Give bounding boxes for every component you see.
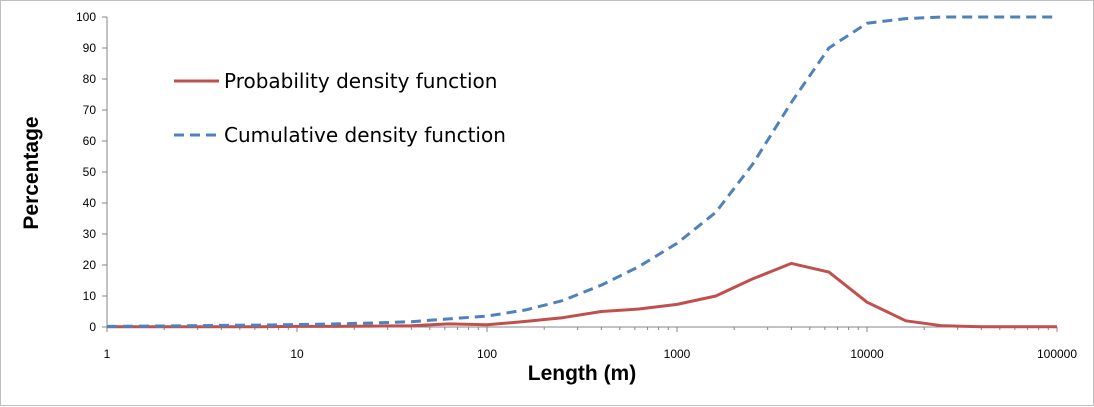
y-axis-title: Percentage bbox=[20, 116, 43, 229]
x-tick-label: 1000 bbox=[664, 347, 691, 361]
y-tick-label: 80 bbox=[83, 72, 97, 86]
legend-label-probability-density: Probability density function bbox=[224, 69, 497, 93]
x-tick-label: 10000 bbox=[850, 347, 884, 361]
y-tick-label: 30 bbox=[83, 227, 97, 241]
series-layer bbox=[107, 17, 1057, 327]
x-tick-label: 100000 bbox=[1037, 347, 1077, 361]
y-tick-label: 60 bbox=[83, 134, 97, 148]
legend-label-cumulative-density: Cumulative density function bbox=[224, 123, 506, 147]
y-tick-label: 40 bbox=[83, 196, 97, 210]
x-tick-label: 100 bbox=[477, 347, 497, 361]
legend: Probability density function Cumulative … bbox=[174, 69, 506, 147]
x-tick-label: 10 bbox=[290, 347, 304, 361]
y-tick-label: 20 bbox=[83, 258, 97, 272]
y-tick-label: 50 bbox=[83, 165, 97, 179]
y-tick-label: 90 bbox=[83, 41, 97, 55]
y-tick-label: 70 bbox=[83, 103, 97, 117]
x-axis-title: Length (m) bbox=[528, 362, 636, 385]
y-tick-label: 100 bbox=[76, 10, 96, 24]
series-line-cumulative-density bbox=[107, 17, 1057, 326]
x-tick-label: 1 bbox=[104, 347, 111, 361]
y-tick-label: 10 bbox=[83, 289, 97, 303]
series-line-probability-density bbox=[107, 263, 1057, 326]
y-tick-label: 0 bbox=[89, 320, 96, 334]
